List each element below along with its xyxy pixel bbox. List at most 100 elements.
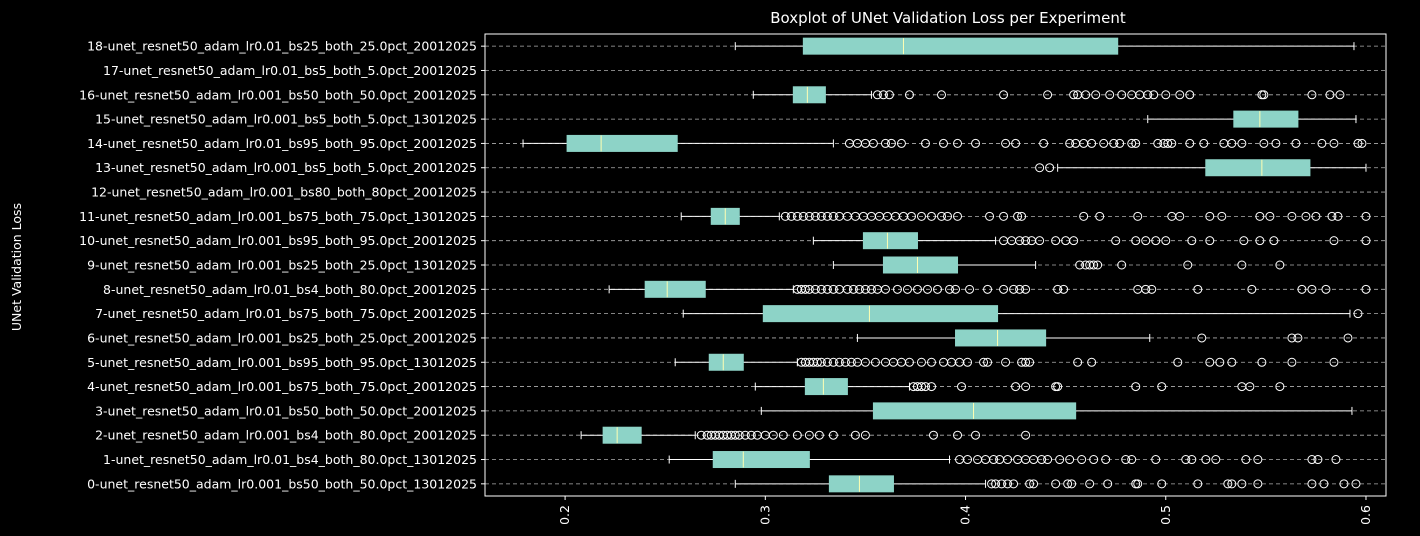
outlier-point (1045, 163, 1055, 173)
outlier-point (1227, 479, 1237, 489)
outlier-point (1307, 455, 1317, 465)
outlier-point (1103, 479, 1113, 489)
outlier-point (1291, 138, 1301, 148)
outlier-point (1275, 382, 1285, 392)
outlier-point (1185, 138, 1195, 148)
y-tick-label: 18-unet_resnet50_adam_lr0.01_bs25_both_2… (87, 39, 477, 54)
outlier-point (916, 357, 926, 367)
box (862, 232, 918, 250)
box (602, 426, 642, 444)
outlier-point (816, 284, 826, 294)
outlier-point (1197, 333, 1207, 343)
box (792, 86, 826, 104)
outlier-point (963, 357, 973, 367)
outlier-point (1245, 382, 1255, 392)
outlier-point (945, 284, 955, 294)
outlier-point (1343, 333, 1353, 343)
outlier-point (1311, 211, 1321, 221)
outlier-point (1089, 455, 1099, 465)
outlier-point (999, 211, 1009, 221)
outlier-point (1111, 236, 1121, 246)
outlier-point (740, 430, 750, 440)
outlier-point (1121, 455, 1131, 465)
outlier-point (979, 357, 989, 367)
outlier-point (1327, 211, 1337, 221)
outlier-point (1151, 455, 1161, 465)
outlier-point (987, 479, 997, 489)
outlier-point (1095, 211, 1105, 221)
box (872, 402, 1077, 420)
outlier-point (1073, 357, 1083, 367)
outlier-point (1009, 284, 1019, 294)
outlier-point (746, 430, 756, 440)
outlier-point (1205, 357, 1215, 367)
box (762, 305, 999, 323)
outlier-point (1257, 357, 1267, 367)
outlier-point (1163, 138, 1173, 148)
outlier-point (951, 284, 961, 294)
outlier-point (1001, 357, 1011, 367)
outlier-point (971, 138, 981, 148)
outlier-point (778, 430, 788, 440)
outlier-point (1259, 138, 1269, 148)
outlier-point (1255, 211, 1265, 221)
outlier-point (1161, 90, 1171, 100)
x-ticks: 0.2 0.3 0.4 0.5 0.6 (557, 496, 1373, 525)
outlier-point (846, 357, 856, 367)
outlier-point (1059, 284, 1069, 294)
outlier-point (816, 211, 826, 221)
outlier-point (1133, 479, 1143, 489)
outlier-point (1199, 138, 1209, 148)
outlier-point (822, 284, 832, 294)
outlier-point (1187, 455, 1197, 465)
outlier-point (1021, 284, 1031, 294)
outlier-point (906, 211, 916, 221)
outlier-point (1201, 455, 1211, 465)
outlier-point (1175, 211, 1185, 221)
outlier-point (1013, 211, 1023, 221)
outlier-point (768, 430, 778, 440)
outlier-point (1205, 211, 1215, 221)
box-marks (522, 37, 1371, 493)
outlier-point (1353, 138, 1363, 148)
outlier-point (1335, 90, 1345, 100)
y-tick-label: 15-unet_resnet50_adam_lr0.001_bs5_both_5… (95, 112, 477, 127)
outlier-point (886, 138, 896, 148)
outlier-point (1081, 90, 1091, 100)
outlier-point (1065, 138, 1075, 148)
outlier-point (1029, 479, 1039, 489)
outlier-point (880, 284, 890, 294)
outlier-point (1051, 236, 1061, 246)
box (712, 451, 810, 469)
box (955, 329, 1047, 347)
chart-title: Boxplot of UNet Validation Loss per Expe… (770, 9, 1126, 27)
outlier-point (1043, 455, 1053, 465)
outlier-point (1039, 138, 1049, 148)
y-ticks: 0-unet_resnet50_adam_lr0.001_bs50_both_5… (79, 39, 485, 491)
outlier-point (834, 357, 844, 367)
y-tick-label: 17-unet_resnet50_adam_lr0.01_bs5_both_5.… (103, 63, 477, 78)
outlier-point (1321, 284, 1331, 294)
outlier-point (792, 430, 802, 440)
outlier-point (1015, 284, 1025, 294)
outlier-point (1157, 382, 1167, 392)
outlier-point (926, 357, 936, 367)
outlier-point (1101, 455, 1111, 465)
outlier-point (800, 284, 810, 294)
outlier-point (850, 430, 860, 440)
outlier-point (860, 357, 870, 367)
x-tick-label: 0.3 (757, 505, 772, 525)
outlier-point (1307, 479, 1317, 489)
outlier-point (1015, 236, 1025, 246)
outlier-point (1193, 479, 1203, 489)
outlier-point (880, 138, 890, 148)
outlier-point (1053, 382, 1063, 392)
outlier-point (1141, 284, 1151, 294)
outlier-point (1157, 479, 1167, 489)
outlier-point (999, 284, 1009, 294)
outlier-point (1357, 138, 1367, 148)
outlier-point (1253, 479, 1263, 489)
outlier-point (1021, 357, 1031, 367)
y-tick-label: 6-unet_resnet50_adam_lr0.001_bs25_both_2… (87, 330, 477, 345)
outlier-point (1205, 236, 1215, 246)
